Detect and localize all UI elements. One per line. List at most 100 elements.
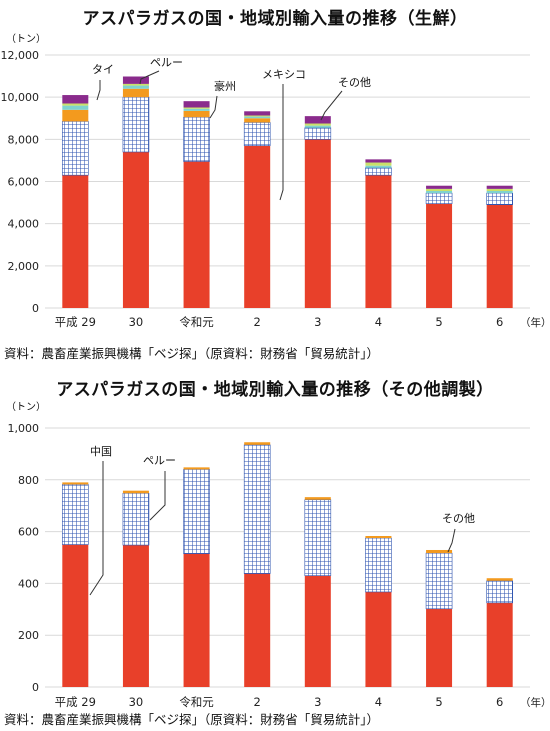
x-tick-label: 2 [254, 315, 261, 329]
annotation-leader-line [149, 471, 166, 521]
bar-segment [183, 116, 210, 162]
bar-segment [486, 192, 513, 205]
chart-title: アスパラガスの国・地域別輸入量の推移（生鮮） [82, 9, 468, 29]
x-tick-label: 令和元 [179, 315, 214, 329]
bar-segment [426, 549, 453, 554]
bar-segment [486, 188, 513, 191]
x-tick-label: 5 [435, 695, 442, 709]
x-tick-label: 3 [314, 695, 321, 709]
bar-segment [183, 467, 210, 470]
bar-segment [486, 185, 513, 189]
bar-segment [425, 192, 453, 204]
bar-segment [244, 116, 271, 119]
chart-processed-svg: 0 200 400 600 800 1,000 平成 29 30 令和元 2 3 4 5 6 （年） 中国ペル… [8, 422, 550, 709]
source-note: 資料：農畜産業振興機構「ベジ探」（原資料：財務省「貿易統計」） [4, 712, 380, 727]
bar-segment [304, 575, 331, 687]
bar-segment [426, 190, 453, 194]
bar-segment [183, 101, 210, 108]
x-tick-label: 6 [496, 695, 503, 709]
y-axis-unit: （トン） [6, 34, 46, 45]
y-axis-unit: （トン） [6, 402, 46, 413]
bar-segment [244, 442, 271, 445]
y-tick-label: 600 [18, 526, 39, 539]
x-tick-label: 30 [129, 315, 144, 329]
bar-segment [486, 578, 513, 581]
bar-segment [365, 175, 392, 308]
x-tick-label: 令和元 [179, 695, 214, 709]
bar-segment [122, 88, 149, 98]
bar-segment [365, 162, 392, 166]
source-note: 資料：農畜産業振興機構「ベジ探」（原資料：財務省「貿易統計」） [4, 346, 380, 361]
bar-segment [365, 159, 392, 163]
bar-segment [183, 161, 210, 308]
y-tick-label: 8,000 [8, 133, 40, 146]
annotation-leader-line [209, 95, 218, 119]
bar-segment [183, 553, 210, 687]
y-tick-label: 12,000 [1, 49, 40, 62]
bar-segment [122, 83, 149, 86]
x-axis-unit: （年） [520, 316, 550, 329]
bar-segment [426, 185, 453, 189]
x-tick-label: 6 [496, 315, 503, 329]
bar-segment [183, 469, 210, 554]
bar-segment [62, 121, 89, 176]
chart-processed: アスパラガスの国・地域別輸入量の推移（その他調製） （トン） 0 200 400 60… [0, 365, 550, 731]
y-tick-label: 400 [18, 577, 39, 590]
bar-segment [365, 537, 392, 593]
bar-segment [244, 145, 271, 308]
bar-segment [122, 96, 150, 153]
bar-segment [425, 552, 453, 610]
bar-segment [426, 203, 453, 308]
series-annotation: その他 [442, 512, 475, 525]
annotation-leader-line [320, 90, 343, 121]
bar-segment [244, 573, 271, 687]
bar-segment [62, 482, 89, 485]
series-annotation: ペルー [150, 56, 183, 69]
series-annotation: メキシコ [262, 68, 306, 81]
annotation-leader-line [447, 528, 456, 553]
y-tick-label: 800 [18, 474, 39, 487]
y-tick-label: 6,000 [8, 176, 40, 189]
series-annotation: 豪州 [214, 79, 236, 93]
bar-segment [486, 602, 513, 687]
bar-segment [365, 167, 392, 176]
bar-segment [62, 103, 89, 106]
bar-segment [62, 175, 89, 308]
bar-segment [426, 608, 453, 687]
x-tick-label: 3 [314, 315, 321, 329]
bar-segment [304, 123, 331, 126]
bar-segment [426, 188, 453, 191]
bar-segment [122, 492, 150, 546]
bar-segment [183, 107, 210, 109]
x-axis-unit: （年） [520, 696, 550, 709]
y-tick-label: 0 [32, 302, 39, 315]
bar-segment [304, 125, 331, 128]
x-tick-label: 4 [375, 315, 382, 329]
bar-segment [62, 105, 89, 110]
bar-segment [365, 591, 392, 687]
bar-segment [365, 536, 392, 539]
chart-fresh: アスパラガスの国・地域別輸入量の推移（生鮮） （トン） 0 2,000 4,000 6… [0, 0, 550, 365]
series-annotation: ペルー [143, 454, 176, 467]
y-tick-label: 200 [18, 629, 39, 642]
x-tick-label: 4 [375, 695, 382, 709]
chart-fresh-svg: 0 2,000 4,000 6,000 8,000 10,000 12,000 平成 29 30… [1, 49, 550, 329]
y-tick-label: 0 [32, 681, 39, 694]
bar-segment [244, 118, 271, 123]
bar-segment [243, 444, 271, 574]
bar-segment [122, 490, 149, 494]
x-tick-label: 5 [435, 315, 442, 329]
chart-title: アスパラガスの国・地域別輸入量の推移（その他調製） [56, 380, 494, 400]
annotation-leader-line [96, 80, 101, 101]
bar-segment [122, 85, 149, 89]
x-tick-label: 30 [129, 695, 144, 709]
bar-segment [122, 151, 149, 308]
y-tick-label: 4,000 [8, 218, 40, 231]
series-annotation: その他 [338, 76, 371, 89]
bar-segment [122, 545, 149, 687]
bar-segment [183, 110, 210, 118]
bar-segment [243, 122, 271, 146]
bar-segment [122, 76, 149, 84]
series-annotation: タイ [92, 63, 114, 76]
x-tick-label: 平成 29 [55, 315, 96, 329]
